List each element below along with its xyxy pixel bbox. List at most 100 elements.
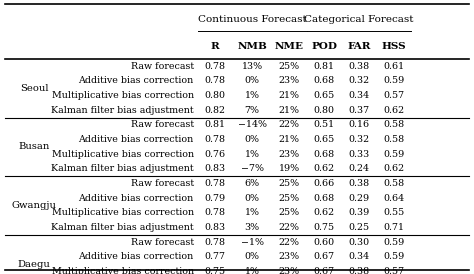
Text: 0.59: 0.59	[383, 238, 404, 247]
Text: Categorical Forecast: Categorical Forecast	[304, 15, 414, 24]
Text: 0.65: 0.65	[313, 91, 335, 100]
Text: 0.34: 0.34	[348, 91, 370, 100]
Text: 0.68: 0.68	[313, 76, 335, 85]
Text: 23%: 23%	[279, 252, 300, 261]
Text: −7%: −7%	[241, 164, 264, 173]
Text: 0.78: 0.78	[204, 238, 226, 247]
Text: 25%: 25%	[279, 62, 300, 71]
Text: NMB: NMB	[237, 42, 267, 51]
Text: 1%: 1%	[245, 208, 260, 217]
Text: 0.67: 0.67	[313, 252, 335, 261]
Text: 0.80: 0.80	[204, 91, 226, 100]
Text: Gwangju: Gwangju	[11, 201, 56, 210]
Text: 0.78: 0.78	[204, 208, 226, 217]
Text: Seoul: Seoul	[20, 84, 48, 93]
Text: Kalman filter bias adjustment: Kalman filter bias adjustment	[51, 106, 194, 115]
Text: 0.80: 0.80	[314, 106, 335, 115]
Text: Multiplicative bias correction: Multiplicative bias correction	[52, 91, 194, 100]
Text: 21%: 21%	[279, 106, 300, 115]
Text: Additive bias correction: Additive bias correction	[79, 76, 194, 85]
Text: 13%: 13%	[242, 62, 263, 71]
Text: 0.34: 0.34	[348, 252, 370, 261]
Text: 0.68: 0.68	[313, 150, 335, 159]
Text: Additive bias correction: Additive bias correction	[79, 135, 194, 144]
Text: 0.65: 0.65	[313, 135, 335, 144]
Text: 0.66: 0.66	[313, 179, 335, 188]
Text: 0.76: 0.76	[204, 150, 226, 159]
Text: 0.78: 0.78	[204, 62, 226, 71]
Text: 0.32: 0.32	[348, 76, 370, 85]
Text: 23%: 23%	[279, 150, 300, 159]
Text: Raw forecast: Raw forecast	[131, 179, 194, 188]
Text: 0.59: 0.59	[383, 150, 404, 159]
Text: Multiplicative bias correction: Multiplicative bias correction	[52, 208, 194, 217]
Text: Additive bias correction: Additive bias correction	[79, 194, 194, 203]
Text: −14%: −14%	[237, 120, 266, 129]
Text: 0.25: 0.25	[348, 223, 370, 232]
Text: 19%: 19%	[279, 164, 300, 173]
Text: 25%: 25%	[279, 208, 300, 217]
Text: 0.75: 0.75	[204, 267, 226, 274]
Text: 0.62: 0.62	[313, 164, 335, 173]
Text: 22%: 22%	[279, 120, 300, 129]
Text: 0.32: 0.32	[348, 135, 370, 144]
Text: 7%: 7%	[245, 106, 260, 115]
Text: 25%: 25%	[279, 179, 300, 188]
Text: 0.81: 0.81	[204, 120, 226, 129]
Text: 0.37: 0.37	[348, 106, 370, 115]
Text: 0.68: 0.68	[313, 194, 335, 203]
Text: 0.39: 0.39	[348, 208, 370, 217]
Text: 0%: 0%	[245, 76, 260, 85]
Text: 0.33: 0.33	[348, 150, 370, 159]
Text: 0.78: 0.78	[204, 179, 226, 188]
Text: 23%: 23%	[279, 267, 300, 274]
Text: 0.59: 0.59	[383, 252, 404, 261]
Text: 0.79: 0.79	[204, 194, 226, 203]
Text: 0%: 0%	[245, 135, 260, 144]
Text: Additive bias correction: Additive bias correction	[79, 252, 194, 261]
Text: 0.57: 0.57	[383, 91, 404, 100]
Text: 0.67: 0.67	[313, 267, 335, 274]
Text: 0.64: 0.64	[383, 194, 404, 203]
Text: 0.61: 0.61	[383, 62, 404, 71]
Text: 0.16: 0.16	[348, 120, 370, 129]
Text: 0.58: 0.58	[383, 135, 404, 144]
Text: 0.75: 0.75	[313, 223, 335, 232]
Text: R: R	[210, 42, 219, 51]
Text: 22%: 22%	[279, 223, 300, 232]
Text: 1%: 1%	[245, 267, 260, 274]
Text: 0.82: 0.82	[204, 106, 226, 115]
Text: 25%: 25%	[279, 194, 300, 203]
Text: 0.62: 0.62	[383, 164, 404, 173]
Text: Kalman filter bias adjustment: Kalman filter bias adjustment	[51, 164, 194, 173]
Text: 23%: 23%	[279, 76, 300, 85]
Text: 0.58: 0.58	[383, 120, 404, 129]
Text: POD: POD	[311, 42, 337, 51]
Text: Continuous Forecast: Continuous Forecast	[198, 15, 307, 24]
Text: Multiplicative bias correction: Multiplicative bias correction	[52, 150, 194, 159]
Text: 1%: 1%	[245, 91, 260, 100]
Text: 0.77: 0.77	[204, 252, 226, 261]
Text: 0.62: 0.62	[383, 106, 404, 115]
Text: 0.51: 0.51	[313, 120, 335, 129]
Text: 21%: 21%	[279, 91, 300, 100]
Text: 0.71: 0.71	[383, 223, 404, 232]
Text: 0.58: 0.58	[383, 179, 404, 188]
Text: 0.78: 0.78	[204, 76, 226, 85]
Text: NME: NME	[275, 42, 304, 51]
Text: −1%: −1%	[241, 238, 264, 247]
Text: Kalman filter bias adjustment: Kalman filter bias adjustment	[51, 223, 194, 232]
Text: Daegu: Daegu	[18, 260, 50, 269]
Text: 1%: 1%	[245, 150, 260, 159]
Text: 0.38: 0.38	[348, 267, 370, 274]
Text: 3%: 3%	[245, 223, 260, 232]
Text: 21%: 21%	[279, 135, 300, 144]
Text: 0%: 0%	[245, 194, 260, 203]
Text: Raw forecast: Raw forecast	[131, 120, 194, 129]
Text: 6%: 6%	[245, 179, 260, 188]
Text: 22%: 22%	[279, 238, 300, 247]
Text: 0.78: 0.78	[204, 135, 226, 144]
Text: 0.24: 0.24	[348, 164, 369, 173]
Text: Raw forecast: Raw forecast	[131, 62, 194, 71]
Text: 0.29: 0.29	[348, 194, 370, 203]
